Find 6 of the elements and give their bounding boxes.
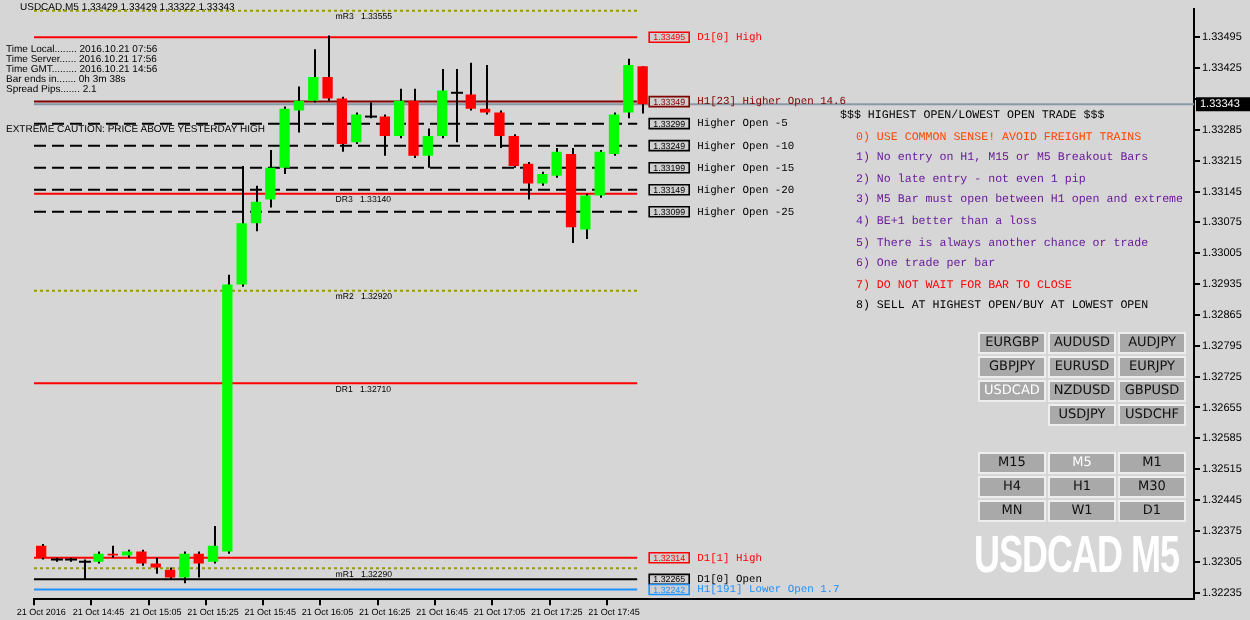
candlestick <box>479 64 491 116</box>
candlestick <box>207 525 219 565</box>
candlestick <box>623 57 634 120</box>
candlestick <box>637 65 648 115</box>
candlestick <box>308 48 319 104</box>
candlestick <box>465 61 476 112</box>
